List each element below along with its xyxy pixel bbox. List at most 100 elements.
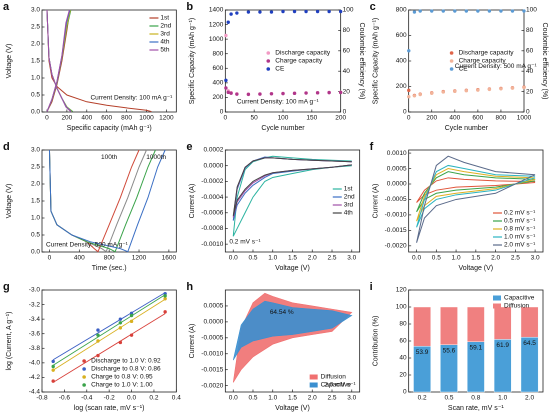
- x-tick-label: 1.0: [452, 255, 461, 262]
- y-tick-label: 2.5: [31, 164, 40, 171]
- legend-label: 2.0 mV s⁻¹: [504, 242, 536, 249]
- plot-area: [48, 149, 166, 253]
- y-tick-label: 0.0: [31, 109, 40, 116]
- y-axis-label: Specific Capacity (mAh g⁻¹): [373, 18, 380, 105]
- fit-line: [52, 298, 166, 371]
- y-tick-label: 40: [399, 355, 407, 362]
- y-tick-label: -0.0015: [385, 227, 407, 234]
- x-tick-label: 2.0: [525, 395, 534, 402]
- legend-label: 3rd: [160, 31, 170, 38]
- y-tick-label: 2.0: [31, 181, 40, 188]
- annotation: 2.0 mV s⁻¹: [324, 382, 356, 389]
- y-tick-label: 1.5: [31, 198, 40, 205]
- y-tick-label: 0: [220, 109, 224, 116]
- data-point: [338, 90, 343, 95]
- annotation: 0.2 mV s⁻¹: [229, 239, 261, 246]
- bar-segment: [467, 306, 485, 342]
- x-axis-label: Specific capacity (mAh g⁻¹): [67, 125, 152, 132]
- y-tick-label: 0.0000: [203, 162, 223, 169]
- panel: a 0.0 0.5 1.0 1.5 2.0 2.5 3.0 0 200 400 600 800 1000 1…: [3, 1, 177, 132]
- annotation: 64.54 %: [270, 309, 294, 316]
- value-label: 61.9: [496, 342, 509, 349]
- y-tick-label: -0.0015: [201, 366, 223, 373]
- panel: g -4.4 -4.2 -4.0 -3.8 -3.6 -3.4 -3.2 -3.0 -0.8 -0.…: [3, 281, 181, 412]
- bar-segment: [493, 306, 512, 340]
- legend-label: Discharge capacity: [459, 50, 515, 57]
- y-tick-label: -0.0010: [201, 241, 223, 248]
- legend-marker: [449, 51, 454, 55]
- series-line: [46, 9, 72, 113]
- x-tick-label: 800: [121, 115, 132, 122]
- y-tick-label: 200: [396, 83, 407, 90]
- x-tick-label: 600: [101, 115, 112, 122]
- x-tick-label: 1.5: [471, 255, 480, 262]
- data-point: [338, 9, 343, 14]
- legend-label: 4th: [160, 39, 169, 46]
- panel-letter: i: [370, 281, 373, 293]
- x-tick-label: 3.0: [347, 255, 356, 262]
- legend-marker: [82, 375, 86, 379]
- area: [232, 300, 353, 361]
- y-tick-label: 0: [403, 109, 407, 116]
- x-tick-label: 1.5: [288, 255, 297, 262]
- y2-tick-label: 60: [526, 48, 534, 55]
- data-point: [246, 10, 251, 14]
- data-point: [407, 88, 411, 93]
- legend-label: CE: [275, 66, 285, 73]
- plot-area: [46, 9, 152, 113]
- y2-tick-label: 40: [526, 68, 534, 75]
- legend-label: CE: [459, 66, 469, 73]
- x-axis-label: Cycle number: [261, 125, 305, 132]
- y-tick-label: 0.5: [31, 232, 40, 239]
- panel-letter: c: [370, 1, 376, 13]
- y-tick-label: -4.2: [29, 374, 41, 381]
- plot-frame: [224, 149, 361, 253]
- x-tick-label: 0.0: [229, 395, 238, 402]
- x-tick-label: 1200: [132, 255, 147, 262]
- y2-tick-label: 0: [526, 109, 530, 116]
- x-tick-label: 100: [278, 115, 289, 122]
- series-line: [232, 155, 352, 237]
- data-point: [418, 92, 422, 97]
- legend-label: Capacitive: [321, 382, 352, 389]
- x-tick-label: 0: [45, 115, 49, 122]
- value-label: 64.5: [523, 340, 536, 347]
- data-point: [412, 10, 417, 14]
- x-axis-label: Cycle number: [445, 125, 489, 132]
- legend-marker: [266, 67, 271, 71]
- data-point: [292, 91, 297, 96]
- y-tick-label: -3.2: [29, 301, 41, 308]
- data-point: [522, 9, 526, 13]
- data-point: [269, 92, 274, 96]
- y-tick-label: -0.0020: [201, 382, 223, 389]
- data-point: [226, 20, 230, 24]
- y-tick-label: -0.0010: [385, 212, 407, 219]
- value-label: 55.6: [443, 347, 456, 354]
- y2-tick-label: 20: [343, 88, 351, 95]
- legend-label: 1st: [160, 15, 169, 22]
- legend-label: Capacitive: [504, 295, 535, 302]
- y-tick-label: 800: [212, 50, 223, 57]
- data-point: [499, 9, 503, 13]
- y-tick-label: -0.0010: [201, 350, 223, 357]
- x-axis-label: Time (sec.): [92, 265, 127, 272]
- y-axis-label: Voltage (V): [6, 184, 13, 219]
- legend-label: 3rd: [344, 202, 354, 209]
- data-point: [510, 9, 515, 13]
- data-point: [281, 9, 285, 14]
- y-tick-label: 800: [396, 7, 407, 14]
- series-line: [232, 157, 352, 217]
- y-tick-label: 1.5: [31, 58, 40, 65]
- data-point: [51, 359, 55, 364]
- y-tick-label: -3.6: [29, 330, 41, 337]
- y2-tick-label: 60: [343, 48, 351, 55]
- data-point: [441, 9, 445, 13]
- panel: e-0.0010-0.0008-0.0006-0.0004-0.00020.00…: [186, 141, 361, 272]
- x-tick-label: 0.5: [248, 395, 257, 402]
- y2-tick-label: 100: [343, 7, 354, 14]
- data-point: [246, 92, 251, 97]
- x-tick-label: 1600: [162, 255, 177, 262]
- fit-line: [52, 294, 166, 366]
- data-point: [418, 9, 422, 13]
